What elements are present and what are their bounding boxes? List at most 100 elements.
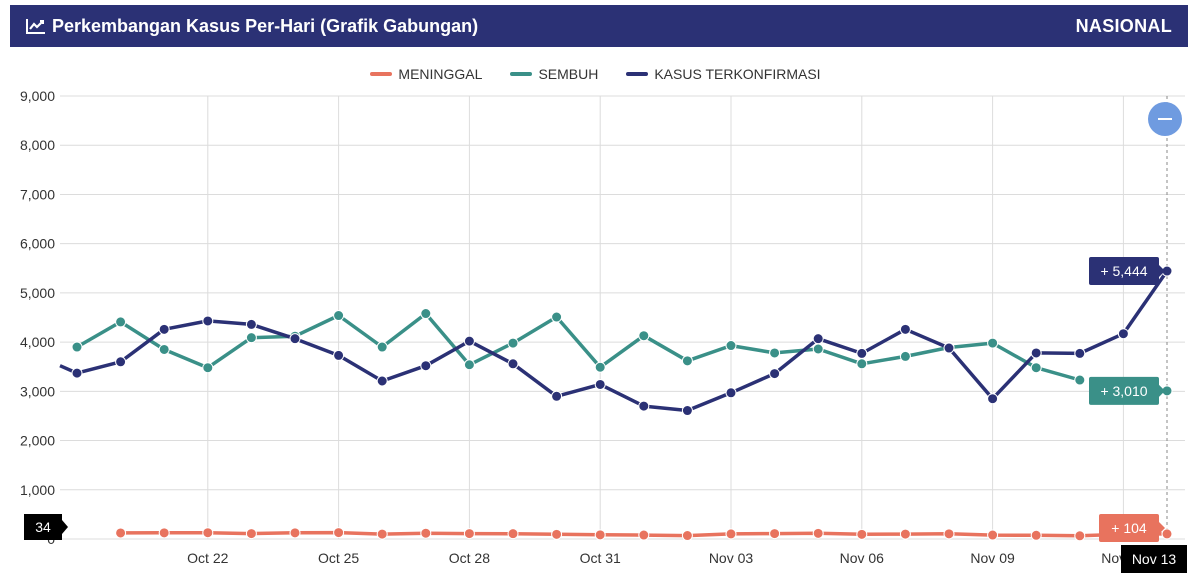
data-point-0 bbox=[202, 527, 214, 539]
x-tick-label: Oct 25 bbox=[318, 550, 359, 566]
header-title-group: Perkembangan Kasus Per-Hari (Grafik Gabu… bbox=[26, 16, 478, 37]
data-point-2 bbox=[289, 333, 301, 345]
crosshair-value-pointer bbox=[62, 520, 68, 534]
x-tick-label: Oct 28 bbox=[449, 550, 490, 566]
data-point-0 bbox=[115, 527, 127, 539]
data-point-0 bbox=[1161, 528, 1173, 540]
crosshair-value-box bbox=[24, 514, 62, 540]
line-chart-icon bbox=[26, 19, 45, 34]
data-point-1 bbox=[1074, 374, 1086, 386]
x-tick-label: Oct 31 bbox=[580, 550, 621, 566]
x-tick-label: Nov 03 bbox=[709, 550, 754, 566]
tooltip-recovered-box bbox=[1089, 376, 1159, 405]
series-line-2 bbox=[59, 270, 1169, 413]
zoom-reset-button[interactable] bbox=[1148, 102, 1182, 136]
data-point-0 bbox=[812, 527, 824, 539]
y-tick-label: 2,000 bbox=[20, 433, 55, 449]
data-point-2 bbox=[943, 342, 955, 354]
tooltip-confirmed-label: + 5,444 bbox=[1100, 263, 1147, 279]
data-point-2 bbox=[202, 315, 214, 327]
data-point-2 bbox=[725, 387, 737, 399]
data-point-0 bbox=[987, 529, 999, 541]
data-point-1 bbox=[507, 337, 519, 349]
data-point-1 bbox=[899, 350, 911, 362]
data-point-0 bbox=[551, 528, 563, 540]
y-tick-label: 8,000 bbox=[20, 137, 55, 153]
x-tick-label: Nov 06 bbox=[840, 550, 885, 566]
legend-swatch-sembuh bbox=[510, 72, 533, 76]
data-point-2 bbox=[1030, 347, 1042, 359]
y-tick-label: 3,000 bbox=[20, 383, 55, 399]
chart-header: Perkembangan Kasus Per-Hari (Grafik Gabu… bbox=[10, 5, 1188, 47]
crosshair-value-label: 34 bbox=[35, 519, 51, 535]
chart-legend: MENINGGAL SEMBUH KASUS TERKONFIRMASI bbox=[0, 66, 1191, 82]
legend-item-terkonfirmasi[interactable]: KASUS TERKONFIRMASI bbox=[626, 66, 821, 82]
data-point-1 bbox=[725, 340, 737, 352]
data-point-2 bbox=[376, 375, 388, 387]
data-point-0 bbox=[420, 527, 432, 539]
data-point-0 bbox=[899, 528, 911, 540]
tooltip-deaths-pointer bbox=[1159, 521, 1165, 534]
crosshair-date-label: Nov 13 bbox=[1132, 551, 1177, 567]
data-point-2 bbox=[812, 333, 824, 345]
data-point-1 bbox=[1030, 362, 1042, 374]
data-point-1 bbox=[856, 358, 868, 370]
y-tick-label: 9,000 bbox=[20, 88, 55, 104]
y-tick-label: 5,000 bbox=[20, 285, 55, 301]
data-point-1 bbox=[463, 359, 475, 371]
data-point-2 bbox=[115, 356, 127, 368]
data-point-2 bbox=[420, 360, 432, 372]
data-point-1 bbox=[245, 332, 257, 344]
tooltip-confirmed-pointer bbox=[1159, 265, 1165, 278]
data-point-1 bbox=[812, 343, 824, 355]
data-point-2 bbox=[987, 393, 999, 405]
legend-item-meninggal[interactable]: MENINGGAL bbox=[370, 66, 482, 82]
y-tick-label: 7,000 bbox=[20, 186, 55, 202]
legend-label-sembuh: SEMBUH bbox=[538, 66, 599, 82]
data-point-0 bbox=[1074, 530, 1086, 542]
y-tick-label: 4,000 bbox=[20, 334, 55, 350]
tooltip-recovered-pointer bbox=[1159, 384, 1165, 397]
data-point-2 bbox=[463, 335, 475, 347]
data-point-0 bbox=[376, 528, 388, 540]
legend-label-terkonfirmasi: KASUS TERKONFIRMASI bbox=[654, 66, 821, 82]
data-point-1 bbox=[594, 361, 606, 373]
data-point-1 bbox=[202, 362, 214, 374]
data-point-2 bbox=[507, 358, 519, 370]
data-point-0 bbox=[463, 528, 475, 540]
data-point-2 bbox=[158, 323, 170, 335]
data-point-1 bbox=[420, 308, 432, 320]
legend-label-meninggal: MENINGGAL bbox=[398, 66, 483, 82]
data-point-2 bbox=[638, 400, 650, 412]
y-tick-label: 6,000 bbox=[20, 236, 55, 252]
data-point-0 bbox=[1030, 529, 1042, 541]
data-point-2 bbox=[681, 405, 693, 417]
data-point-0 bbox=[333, 527, 345, 539]
data-point-0 bbox=[594, 529, 606, 541]
data-point-0 bbox=[158, 527, 170, 539]
region-label: NASIONAL bbox=[1075, 15, 1172, 36]
data-point-2 bbox=[899, 323, 911, 335]
data-point-2 bbox=[551, 390, 563, 402]
crosshair-date-box bbox=[1121, 545, 1187, 573]
data-point-1 bbox=[71, 341, 83, 353]
minus-icon bbox=[1158, 118, 1172, 120]
data-point-1 bbox=[987, 337, 999, 349]
data-point-0 bbox=[289, 527, 301, 539]
data-point-1 bbox=[551, 311, 563, 323]
legend-item-sembuh[interactable]: SEMBUH bbox=[510, 66, 598, 82]
data-point-1 bbox=[681, 355, 693, 367]
data-point-1 bbox=[158, 343, 170, 355]
page-title: Perkembangan Kasus Per-Hari (Grafik Gabu… bbox=[52, 15, 479, 36]
data-point-2 bbox=[333, 349, 345, 361]
data-point-0 bbox=[507, 528, 519, 540]
data-point-1 bbox=[115, 316, 127, 328]
data-point-2 bbox=[594, 378, 606, 390]
data-point-0 bbox=[769, 528, 781, 540]
x-tick-label: Nov 09 bbox=[970, 550, 1015, 566]
data-point-2 bbox=[1074, 347, 1086, 359]
tooltip-deaths-box bbox=[1099, 513, 1159, 542]
x-tick-label: Oct 22 bbox=[187, 550, 228, 566]
data-point-2 bbox=[856, 347, 868, 359]
